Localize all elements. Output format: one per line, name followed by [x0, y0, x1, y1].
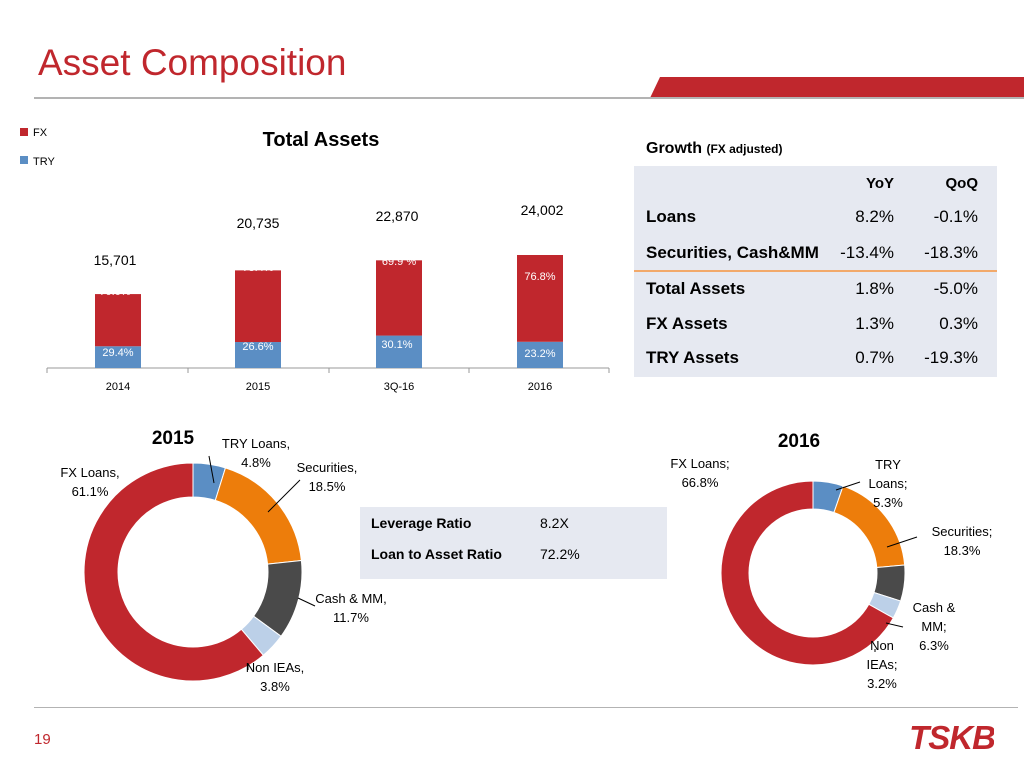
slice-label: TRY: [875, 457, 901, 472]
bar-label-try: 29.4%: [102, 347, 133, 359]
bar-label-fx: 76.8%: [524, 271, 555, 283]
slice-label: Non: [870, 638, 894, 653]
legend-label-try: TRY: [33, 156, 55, 168]
slice-label: FX Loans,: [60, 465, 119, 480]
slice-label: 6.3%: [919, 638, 949, 653]
bar-segment-fx: [517, 255, 563, 342]
growth-table: YoY QoQ Loans 8.2% -0.1% Securities, Cas…: [634, 166, 997, 377]
bar-segment-fx: [376, 260, 422, 336]
growth-row-qoq: -5.0%: [933, 279, 978, 298]
growth-title: Growth (FX adjusted): [646, 140, 782, 158]
slice-label: MM;: [921, 619, 946, 634]
bar-segment-try: [517, 341, 563, 368]
leader-line: [886, 536, 918, 548]
slice-label: 3.8%: [260, 679, 290, 694]
ratio-value: 8.2X: [540, 515, 569, 531]
growth-row-name: TRY Assets: [646, 348, 739, 367]
ratio-name: Leverage Ratio: [371, 515, 472, 531]
total-assets-chart: Total Assets FX TRY 70.6% 29.4% 15,701 2014 73.…: [20, 127, 610, 393]
legend-label-fx: FX: [33, 127, 48, 139]
slice-label: Cash & MM,: [315, 591, 387, 606]
donut-title: 2015: [152, 428, 195, 449]
bar-segment-try: [376, 335, 422, 368]
growth-row-yoy: 1.8%: [855, 279, 894, 298]
growth-separator: [634, 270, 997, 272]
bar-label-try: 30.1%: [381, 339, 412, 351]
slice-label: 61.1%: [72, 484, 109, 499]
donut-2015-chart: TRY Loans, 4.8% Securities, 18.5% Cash & MM,…: [60, 428, 387, 694]
growth-row-qoq: -18.3%: [924, 243, 978, 262]
slice-label: Loans;: [868, 476, 907, 491]
bar-total-label: 15,701: [94, 252, 137, 268]
growth-row-qoq: -19.3%: [924, 348, 978, 367]
bar-label-try: 23.2%: [524, 348, 555, 360]
chart-title: Total Assets: [263, 129, 380, 151]
page-title: Asset Composition: [38, 42, 347, 83]
donut-2016-chart: TRY Loans; 5.3% Securities; 18.3% Cash & MM; 6.…: [670, 431, 993, 691]
ratio-value: 72.2%: [540, 546, 580, 562]
page-number: 19: [34, 731, 51, 748]
slice-label: 18.5%: [309, 479, 346, 494]
slice-label: 11.7%: [333, 610, 369, 625]
growth-subtitle: (FX adjusted): [706, 142, 783, 156]
title-divider: [34, 97, 1024, 99]
bar-label-fx: 73.4%: [242, 262, 273, 274]
leader-line: [297, 597, 316, 607]
growth-row-name: Loans: [646, 207, 697, 226]
bar-segment-fx: [235, 270, 281, 343]
leader-line: [835, 481, 861, 491]
slice-label: 4.8%: [241, 455, 271, 470]
legend-swatch-try: [20, 156, 28, 164]
bar-label-try: 26.6%: [242, 341, 273, 353]
x-tick-label: 2016: [528, 381, 552, 393]
growth-title-main: Growth: [646, 140, 702, 157]
ratio-name: Loan to Asset Ratio: [371, 546, 502, 562]
bar-segment-try: [95, 346, 141, 368]
donut-slice-fx-loans: [720, 480, 894, 666]
slice-label: FX Loans;: [670, 456, 729, 471]
slice-label: Securities,: [297, 460, 358, 475]
growth-row-name: FX Assets: [646, 314, 728, 333]
growth-col-qoq: QoQ: [945, 175, 979, 192]
logo-text: TSKB: [910, 719, 994, 755]
slice-label: 66.8%: [682, 475, 719, 490]
slice-label: Non IEAs,: [246, 660, 305, 675]
bar-total-label: 22,870: [376, 208, 419, 224]
slice-label: TRY Loans,: [222, 436, 290, 451]
growth-row-qoq: 0.3%: [939, 314, 978, 333]
growth-row-name: Securities, Cash&MM: [646, 243, 819, 262]
slice-label: IEAs;: [866, 657, 897, 672]
bar-label-fx: 69.9 %: [382, 256, 416, 268]
slice-label: 5.3%: [873, 495, 903, 510]
bar-total-label: 20,735: [237, 215, 280, 231]
growth-row-yoy: 8.2%: [855, 207, 894, 226]
leader-line: [267, 479, 301, 513]
growth-row-name: Total Assets: [646, 279, 746, 298]
bar-segment-try: [235, 342, 281, 368]
growth-row-yoy: 0.7%: [855, 348, 894, 367]
leader-line: [208, 455, 215, 484]
donut-slice-securities: [214, 467, 302, 565]
slice-label: Cash &: [913, 600, 956, 615]
slice-label: 18.3%: [944, 543, 981, 558]
legend-swatch-fx: [20, 128, 28, 136]
slice-label: Securities;: [932, 524, 993, 539]
growth-row-qoq: -0.1%: [933, 207, 978, 226]
donut-slice-fx-loans: [83, 462, 265, 682]
x-tick-label: 3Q-16: [384, 381, 415, 393]
bar-label-fx: 70.6%: [99, 286, 130, 298]
growth-row-yoy: -13.4%: [840, 243, 894, 262]
leader-line: [885, 622, 904, 628]
slice-label: 3.2%: [867, 676, 897, 691]
growth-col-yoy: YoY: [865, 175, 894, 192]
tskb-logo: TSKB: [910, 719, 994, 755]
footer-divider: [34, 707, 1018, 708]
x-tick-label: 2014: [106, 381, 130, 393]
bar-total-label: 24,002: [521, 202, 564, 218]
x-tick-label: 2015: [246, 381, 270, 393]
bar-segment-fx: [95, 294, 141, 347]
donut-title: 2016: [778, 431, 820, 452]
ratio-table: Leverage Ratio 8.2X Loan to Asset Ratio …: [360, 507, 667, 579]
growth-row-yoy: 1.3%: [855, 314, 894, 333]
